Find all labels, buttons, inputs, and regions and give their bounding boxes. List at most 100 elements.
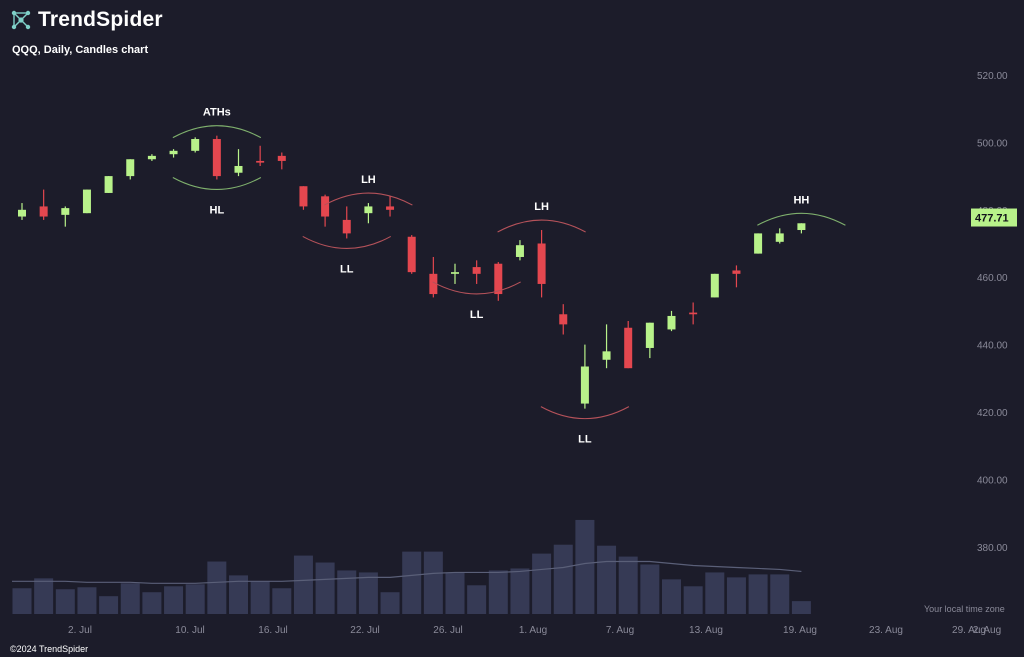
candle-body [602,351,611,360]
volume-bar [315,562,335,614]
candle [472,260,481,284]
candle-body [429,273,438,295]
candle [667,310,676,332]
volume-bar [618,556,638,614]
annotation-label: HL [210,204,225,216]
network-nodes-icon [11,10,31,30]
x-tick-label: 10. Jul [175,625,204,636]
y-tick-label: 500.00 [977,138,1008,149]
candle-body [624,327,633,369]
candle [364,203,373,224]
candle-body [277,155,286,161]
candle-body [342,219,351,234]
volume-bar [488,570,508,614]
x-tick-label: 26. Jul [433,625,462,636]
candle [407,235,416,274]
volume-bar [337,570,357,614]
candle-body [321,196,330,217]
candle [61,206,70,227]
candle [624,321,633,369]
volume-bar [293,555,313,614]
candle-body [169,150,178,155]
volume-bar [575,519,595,614]
candle-body [754,233,763,254]
volume-bar [229,575,248,614]
candle [494,262,503,301]
candle [537,230,546,298]
volume-bar [705,572,725,614]
candle [645,322,654,359]
candle [169,149,178,158]
candle-body [234,165,243,173]
volume-bar [142,592,162,614]
candle-body [364,206,373,214]
candle-body [580,366,589,404]
volume-bar [250,581,270,614]
x-tick-label: 16. Jul [258,625,287,636]
candle [451,263,459,284]
candle [775,228,784,244]
annotation-arc [757,212,846,226]
volume-bar [358,572,378,614]
volume-bar [445,572,465,614]
x-tick-label: 19. Aug [783,625,817,636]
candle [602,324,611,369]
annotation-label: LH [534,201,549,213]
candle [191,137,200,153]
volume-bar [99,596,119,614]
volume-bar [467,585,487,614]
brand-logo: TrendSpider [10,8,163,32]
candlestick-chart[interactable]: 380.00400.00420.00440.00460.00480.00500.… [0,0,1024,640]
candle [147,154,156,161]
x-tick-label: 2. Aug [973,625,1001,636]
y-tick-label: 380.00 [977,543,1008,554]
y-tick-label: 460.00 [977,273,1008,284]
candle-body [710,273,719,298]
timezone-note: Your local time zone [924,604,1005,614]
annotation-arc [302,235,392,249]
x-tick-label: 7. Aug [606,625,634,636]
volume-bar [120,583,140,614]
candle-body [667,315,676,330]
candle [515,240,524,261]
x-tick-label: 23. Aug [869,625,903,636]
volume-bar [55,589,75,614]
candle [18,203,26,220]
y-tick-label: 440.00 [977,341,1008,352]
x-tick-label: 2. Jul [68,625,92,636]
brand-name: TrendSpider [38,8,163,31]
candle-body [797,223,806,231]
candle-body [18,209,26,217]
candle-body [104,176,113,193]
candle-body [61,208,70,215]
candle [797,223,806,234]
annotation-label: LL [578,434,592,446]
candle-body [472,267,481,274]
annotation-label: LH [361,174,376,186]
x-tick-label: 1. Aug [519,625,547,636]
candle [710,273,719,298]
candle-body [407,236,416,273]
candle [321,194,330,227]
candle [689,302,698,325]
volume-bar [770,574,790,614]
candle [82,189,91,214]
volume-bar [791,601,811,614]
annotation-label: LL [470,309,484,321]
annotation-arc [172,125,262,139]
x-tick-label: 29. Aug [952,625,986,636]
candle [386,196,395,217]
candle [277,152,286,170]
annotation-arc [324,192,413,206]
volume-bar [748,574,768,614]
x-tick-label: 22. Jul [350,625,379,636]
candle-body [147,155,156,160]
volume-bar [510,568,530,614]
candle-body [451,272,459,274]
candle-body [82,189,91,214]
candle-body [386,206,395,210]
candle-body [775,233,784,242]
candle [299,186,308,210]
annotation-arc [497,219,586,233]
volume-bar [380,592,400,614]
